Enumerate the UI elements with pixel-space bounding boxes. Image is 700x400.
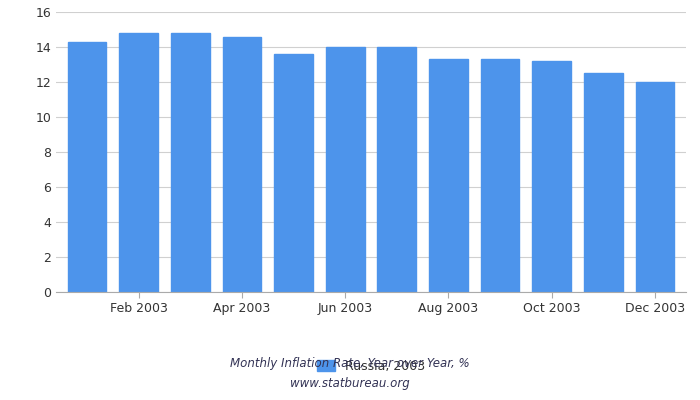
Bar [429, 59, 468, 292]
Bar [481, 59, 519, 292]
Bar [584, 73, 623, 292]
Bar [223, 36, 261, 292]
Bar [119, 33, 158, 292]
Bar [274, 54, 313, 292]
Bar [326, 47, 365, 292]
Text: Monthly Inflation Rate, Year over Year, %: Monthly Inflation Rate, Year over Year, … [230, 358, 470, 370]
Legend: Russia, 2003: Russia, 2003 [316, 360, 426, 373]
Text: www.statbureau.org: www.statbureau.org [290, 378, 410, 390]
Bar [171, 33, 209, 292]
Bar [68, 42, 106, 292]
Bar [533, 61, 571, 292]
Bar [636, 82, 674, 292]
Bar [377, 47, 416, 292]
